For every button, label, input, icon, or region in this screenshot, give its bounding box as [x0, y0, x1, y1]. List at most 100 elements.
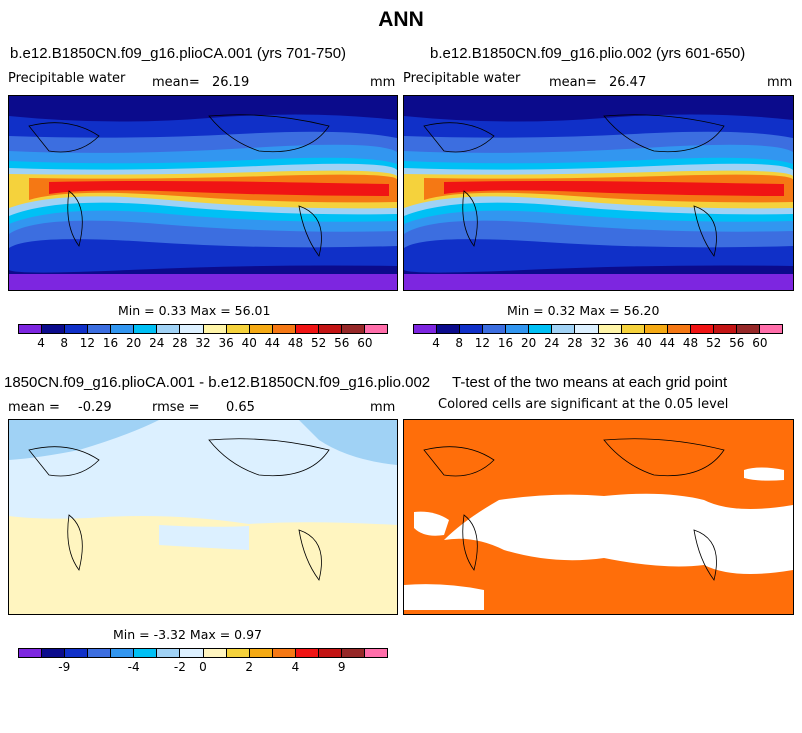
colorbar-tick-label: 28 [567, 336, 583, 350]
colorbar-cell [180, 649, 204, 657]
colorbar-cell [111, 325, 135, 333]
colorbar-cell [42, 325, 66, 333]
panel-1-colorbar-ticks: 4 8 12 16 20 24 28 32 36 40 44 48 52 56 60 [18, 336, 388, 350]
colorbar-tick-label: 32 [590, 336, 606, 350]
panel-1-units: mm [370, 75, 396, 90]
panel-3-title: 1850CN.f09_g16.plioCA.001 - b.e12.B1850C… [4, 374, 431, 391]
colorbar-tick-label: 48 [682, 336, 699, 350]
panel-4-subtitle: Colored cells are significant at the 0.0… [438, 397, 729, 412]
colorbar-tick-label: 16 [497, 336, 514, 350]
colorbar-cell [341, 325, 365, 333]
colorbar-tick-label: -9 [58, 660, 71, 674]
colorbar-cell [19, 649, 43, 657]
colorbar-cell [203, 325, 227, 333]
colorbar-tick-label: 4 [432, 336, 440, 350]
panel-1-mean-value: 26.19 [212, 75, 250, 90]
colorbar-tick-label: 0 [199, 660, 207, 674]
colorbar-tick-label: 20 [520, 336, 537, 350]
colorbar-cell [295, 649, 319, 657]
colorbar-cell [226, 649, 250, 657]
colorbar-tick-label: 16 [102, 336, 119, 350]
colorbar-tick-label: 60 [752, 336, 768, 350]
colorbar-cell [736, 325, 760, 333]
colorbar-cell [506, 325, 530, 333]
colorbar-cell [364, 325, 387, 333]
colorbar-cell [713, 325, 737, 333]
panel-1-stats: Min = 0.33 Max = 56.01 [118, 303, 271, 318]
panel-2-stats: Min = 0.32 Max = 56.20 [507, 303, 660, 318]
colorbar-cell [157, 325, 181, 333]
colorbar-cell [552, 325, 576, 333]
colorbar-cell [621, 325, 645, 333]
panel-2-variable: Precipitable water [403, 71, 521, 86]
colorbar-tick-label: 48 [287, 336, 304, 350]
colorbar-cell [134, 325, 158, 333]
colorbar-tick-label: 44 [659, 336, 676, 350]
panel-2-mean-label: mean= [549, 75, 597, 90]
panel-1-title: b.e12.B1850CN.f09_g16.plioCA.001 (yrs 70… [10, 45, 347, 62]
colorbar-cell [272, 325, 296, 333]
panel-2-colorbar-ticks: 4 8 12 16 20 24 28 32 36 40 44 48 52 56 60 [413, 336, 783, 350]
panel-4-title: T-test of the two means at each grid poi… [452, 374, 728, 391]
colorbar-cell [667, 325, 691, 333]
colorbar-cell [759, 325, 782, 333]
colorbar-tick-label: 20 [125, 336, 142, 350]
colorbar-cell [437, 325, 461, 333]
colorbar-cell [295, 325, 319, 333]
panel-3-mean-value: -0.29 [78, 400, 112, 415]
colorbar-tick-label: 4 [291, 660, 300, 674]
colorbar-tick-label: -4 [127, 660, 140, 674]
panel-3-rmse-label: rmse = [152, 400, 200, 415]
colorbar-tick-label: 2 [245, 660, 254, 674]
colorbar-tick-label: 52 [310, 336, 327, 350]
colorbar-tick-label: 56 [729, 336, 745, 350]
panel-3-map-svg [9, 420, 397, 614]
colorbar-tick-label: 8 [60, 336, 69, 350]
colorbar-cell [690, 325, 714, 333]
panel-3-map [8, 419, 398, 615]
panel-1-variable: Precipitable water [8, 71, 126, 86]
panel-3-colorbar-ticks: -9 -4 -2 0 2 4 9 [18, 660, 388, 674]
panel-2-colorbar [413, 324, 783, 334]
colorbar-tick-label: 28 [172, 336, 188, 350]
colorbar-tick-label: 60 [357, 336, 373, 350]
colorbar-tick-label: 40 [241, 336, 257, 350]
panel-2-units: mm [767, 75, 793, 90]
colorbar-cell [88, 325, 112, 333]
colorbar-tick-label: 24 [544, 336, 560, 350]
panel-2-map-svg [404, 96, 793, 290]
colorbar-tick-label: 32 [195, 336, 211, 350]
colorbar-cell [483, 325, 507, 333]
panel-1-map-svg [9, 96, 397, 290]
colorbar-cell [111, 649, 135, 657]
panel-2-mean-value: 26.47 [609, 75, 647, 90]
colorbar-tick-label: -2 [173, 660, 186, 674]
colorbar-tick-label: 40 [636, 336, 652, 350]
colorbar-cell [341, 649, 365, 657]
colorbar-cell [575, 325, 599, 333]
colorbar-tick-label: 56 [334, 336, 350, 350]
panel-3-mean-label: mean = [8, 400, 60, 415]
colorbar-tick-label: 12 [474, 336, 491, 350]
colorbar-cell [134, 649, 158, 657]
colorbar-cell [157, 649, 181, 657]
panel-1-mean-label: mean= [152, 75, 200, 90]
colorbar-cell [644, 325, 668, 333]
colorbar-tick-label: 36 [613, 336, 629, 350]
colorbar-cell [318, 649, 342, 657]
panel-4-map [403, 419, 794, 615]
colorbar-cell [249, 325, 273, 333]
colorbar-cell [598, 325, 622, 333]
colorbar-tick-label: 12 [79, 336, 96, 350]
colorbar-cell [203, 649, 227, 657]
colorbar-tick-label: 9 [337, 660, 346, 674]
colorbar-tick-label: 8 [455, 336, 464, 350]
colorbar-cell [88, 649, 112, 657]
colorbar-cell [42, 649, 66, 657]
colorbar-cell [65, 325, 89, 333]
figure-title: ANN [378, 8, 424, 31]
colorbar-cell [460, 325, 484, 333]
panel-3-rmse-value: 0.65 [226, 400, 255, 415]
colorbar-cell [19, 325, 43, 333]
colorbar-cell [414, 325, 438, 333]
